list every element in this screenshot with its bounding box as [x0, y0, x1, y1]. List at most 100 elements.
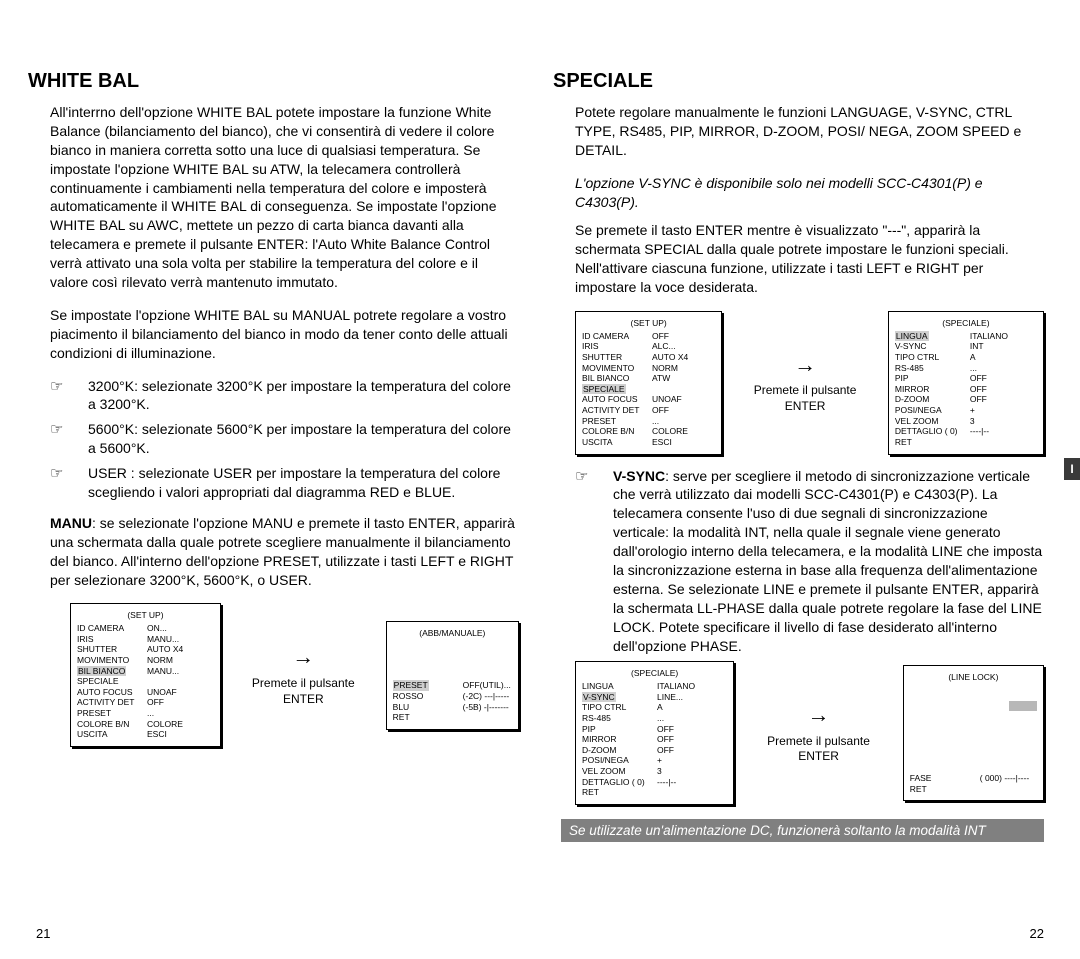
hand-icon: ☞ [50, 420, 88, 458]
menu-row: SPECIALE [77, 676, 214, 687]
menu-row: SHUTTERAUTO X4 [582, 352, 715, 363]
menu-value: ALC... [652, 341, 715, 352]
menu-label: V-SYNC [895, 341, 970, 352]
menu-row: MOVIMENTONORM [582, 363, 715, 374]
menu-row: COLORE B/NCOLORE [77, 719, 214, 730]
menu-label: D-ZOOM [895, 394, 970, 405]
hand-icon: ☞ [50, 377, 88, 415]
menu-label: USCITA [77, 729, 147, 740]
menu-value [970, 437, 1037, 448]
menu-row: BIL BIANCOMANU... [77, 666, 214, 677]
menu-value: ... [970, 363, 1037, 374]
menu-label: PIP [895, 373, 970, 384]
menu-label: IRIS [77, 634, 147, 645]
menu-row: ID CAMERAON... [77, 623, 214, 634]
menu-value: ----|-- [657, 777, 727, 788]
menu-label: DETTAGLIO ( 0) [895, 426, 970, 437]
menu-row: PRESET... [582, 416, 715, 427]
menu-label: MIRROR [582, 734, 657, 745]
menu-label: V-SYNC [582, 692, 657, 703]
speciale-p2: Se premete il tasto ENTER mentre è visua… [575, 221, 1044, 297]
menu-value: 3 [657, 766, 727, 777]
white-bal-title: WHITE BAL [28, 70, 519, 93]
menu-value: ESCI [652, 437, 715, 448]
menu-label: RET [895, 437, 970, 448]
menu-value: OFF(UTIL)... [463, 680, 512, 691]
menu-value: ... [147, 708, 214, 719]
setup-menu-box: (SET UP) ID CAMERAON...IRISMANU...SHUTTE… [70, 603, 221, 747]
menu-row: RS-485... [582, 713, 727, 724]
arrow-right-icon: → [239, 643, 368, 672]
menu-value: 3 [970, 416, 1037, 427]
menu-row: TIPO CTRLA [895, 352, 1037, 363]
line-lock-menu-box: (LINE LOCK) FASE( 000) ----|---- RET [903, 665, 1044, 802]
menu-row: MIRROROFF [582, 734, 727, 745]
enter-instruction: → Premete il pulsante ENTER [239, 643, 368, 707]
menu-row: PRESET... [77, 708, 214, 719]
menu-label: TIPO CTRL [895, 352, 970, 363]
menu-row: ROSSO(-2C) ---|----- [393, 691, 512, 702]
menu-row: USCITAESCI [582, 437, 715, 448]
menu-row: D-ZOOMOFF [582, 745, 727, 756]
menu-label: COLORE B/N [77, 719, 147, 730]
menu-label: AUTO FOCUS [582, 394, 652, 405]
bullet-3200k: ☞ 3200°K: selezionate 3200°K per imposta… [50, 377, 519, 415]
menu-label: ID CAMERA [77, 623, 147, 634]
menu-value: OFF [970, 373, 1037, 384]
menu-label: BLU [393, 702, 463, 713]
menu-row: POSI/NEGA+ [895, 405, 1037, 416]
setup-menu-box-2: (SET UP) ID CAMERAOFFIRISALC...SHUTTERAU… [575, 311, 722, 455]
menu-value: OFF [652, 405, 715, 416]
menu-row: V-SYNCLINE... [582, 692, 727, 703]
menu-value: ... [652, 416, 715, 427]
menu-value: MANU... [147, 666, 214, 677]
menu-row: PIPOFF [582, 724, 727, 735]
menu-label: TIPO CTRL [582, 702, 657, 713]
menu-value [652, 384, 715, 395]
menu-value: OFF [657, 724, 727, 735]
menu-value: OFF [970, 384, 1037, 395]
right-diagram-row-2: (SPECIALE) LINGUAITALIANOV-SYNCLINE...TI… [575, 661, 1044, 805]
menu-row: RS-485... [895, 363, 1037, 374]
menu-value: A [657, 702, 727, 713]
menu-value: NORM [147, 655, 214, 666]
menu-row: D-ZOOMOFF [895, 394, 1037, 405]
menu-value: OFF [657, 734, 727, 745]
menu-label: RS-485 [895, 363, 970, 374]
menu-label: PRESET [77, 708, 147, 719]
menu-row: POSI/NEGA+ [582, 755, 727, 766]
white-bal-p2: Se impostate l'opzione WHITE BAL su MANU… [50, 306, 519, 363]
menu-label: ID CAMERA [582, 331, 652, 342]
menu-row: COLORE B/NCOLORE [582, 426, 715, 437]
enter-instruction: → Premete il pulsante ENTER [740, 351, 870, 415]
menu-value [147, 676, 214, 687]
menu-row: RET [582, 787, 727, 798]
right-diagram-row-1: (SET UP) ID CAMERAOFFIRISALC...SHUTTERAU… [575, 311, 1044, 455]
vsync-note: L'opzione V-SYNC è disponibile solo nei … [575, 174, 1044, 212]
menu-value: A [970, 352, 1037, 363]
left-diagram-row: (SET UP) ID CAMERAON...IRISMANU...SHUTTE… [70, 603, 519, 747]
menu-value: + [657, 755, 727, 766]
menu-row: LINGUAITALIANO [895, 331, 1037, 342]
menu-value: ON... [147, 623, 214, 634]
abb-manuale-menu-box: (ABB/MANUALE) PRESETOFF(UTIL)...ROSSO(-2… [386, 621, 519, 730]
menu-label: SPECIALE [582, 384, 652, 395]
menu-value: COLORE [147, 719, 214, 730]
menu-value: UNOAF [652, 394, 715, 405]
menu-row: SHUTTERAUTO X4 [77, 644, 214, 655]
menu-label: SPECIALE [77, 676, 147, 687]
menu-label: SHUTTER [77, 644, 147, 655]
menu-label: BIL BIANCO [582, 373, 652, 384]
vsync-paragraph: ☞ V-SYNC: serve per scegliere il metodo … [575, 467, 1044, 656]
menu-label: PIP [582, 724, 657, 735]
menu-value: UNOAF [147, 687, 214, 698]
arrow-right-icon: → [740, 351, 870, 380]
menu-row: TIPO CTRLA [582, 702, 727, 713]
menu-label: RET [582, 787, 657, 798]
menu-label: PRESET [582, 416, 652, 427]
menu-label: LINGUA [582, 681, 657, 692]
menu-row: DETTAGLIO ( 0)----|-- [582, 777, 727, 788]
speciale-p1: Potete regolare manualmente le funzioni … [575, 103, 1044, 160]
menu-value: NORM [652, 363, 715, 374]
bullet-user: ☞ USER : selezionate USER per impostare … [50, 464, 519, 502]
